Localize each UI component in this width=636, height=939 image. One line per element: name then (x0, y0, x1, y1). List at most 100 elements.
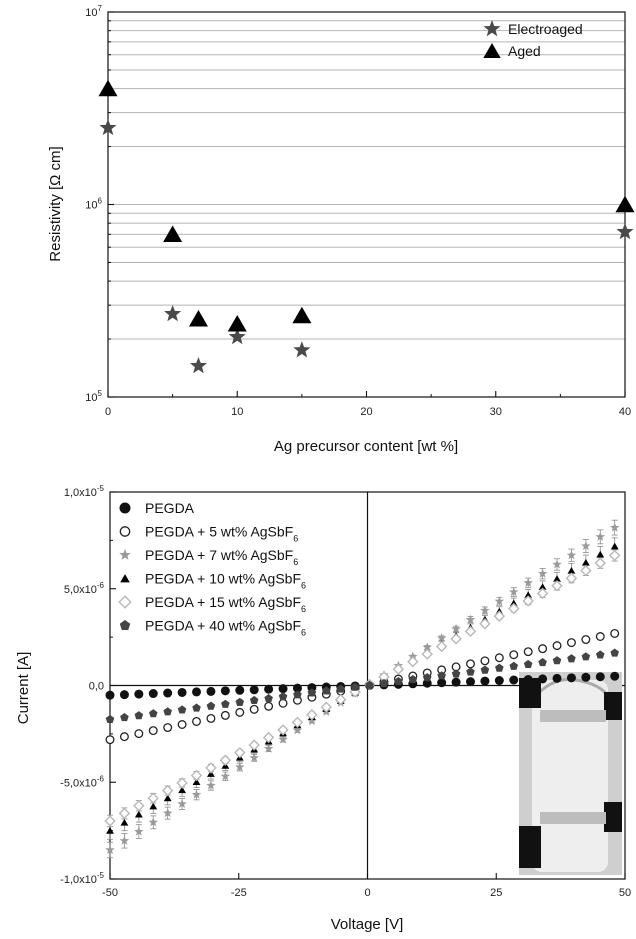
iv-point (610, 648, 619, 657)
iv-point (119, 732, 129, 742)
iv-point (552, 641, 562, 651)
iv-point (480, 676, 490, 686)
iv-point (176, 777, 188, 789)
iv-point (437, 671, 446, 680)
iv-point (480, 605, 490, 615)
iv-point (596, 650, 605, 659)
iv-point (105, 735, 115, 745)
bottom-x-ticks: -50 -25 0 25 50 (102, 873, 631, 899)
inset-electrode-top-right (604, 692, 622, 720)
bottom-y-axis-label: Current [A] (15, 652, 32, 725)
iv-point (508, 602, 520, 615)
aged-point (188, 309, 208, 327)
iv-point (509, 599, 518, 607)
aged-point (98, 79, 118, 97)
iv-point (567, 566, 576, 574)
bottom-x-axis-label: Voltage [V] (331, 916, 404, 933)
top-x-tick-label: 40 (619, 406, 631, 418)
iv-point (595, 531, 606, 541)
iv-point (134, 729, 144, 739)
iv-point (206, 701, 216, 710)
iv-point (149, 802, 158, 810)
top-markers (98, 79, 635, 374)
iv-point (220, 771, 231, 781)
iv-point (206, 686, 216, 696)
iv-point (581, 672, 591, 682)
iv-point (177, 798, 187, 808)
top-legend-marker (483, 20, 501, 37)
iv-point (479, 618, 491, 630)
iv-point (148, 726, 158, 736)
iv-point (480, 656, 490, 666)
iv-point (263, 743, 274, 753)
iv-point (466, 677, 475, 687)
iv-point (451, 677, 461, 687)
iv-point (392, 663, 405, 675)
iv-point (596, 550, 605, 558)
bottom-legend-label: PEGDA + 15 wt% AgSbF6 (145, 594, 306, 614)
inset-photo-film-edge (530, 677, 610, 701)
electroaged-point (293, 341, 311, 358)
iv-point (219, 754, 232, 766)
iv-point (566, 638, 576, 648)
iv-point (538, 657, 547, 667)
iv-point (163, 794, 172, 802)
top-x-tick-label: 30 (490, 406, 502, 418)
bottom-legend: PEGDA PEGDA + 5 wt% AgSbF6 PEGDA + 7 wt% A… (118, 500, 306, 638)
bottom-y-tick-label: 1,0x10-5 (64, 484, 105, 499)
iv-point (277, 724, 289, 736)
iv-point (148, 689, 158, 699)
iv-point (148, 709, 158, 718)
iv-point (450, 633, 462, 645)
iv-point (552, 673, 562, 683)
iv-point (206, 713, 216, 723)
iv-point (322, 686, 331, 695)
iv-point (421, 648, 433, 660)
iv-point (581, 652, 591, 661)
iv-point (610, 671, 620, 681)
sample-photo-inset (519, 672, 622, 875)
inset-electrode-bottom-right (604, 802, 622, 832)
electroaged-point (616, 222, 634, 240)
iv-point (148, 817, 159, 827)
iv-point (119, 835, 130, 845)
electroaged-point (228, 327, 246, 345)
iv-point (134, 810, 143, 818)
inset-strip-bottom (540, 812, 606, 824)
resistivity-chart: 105 106 107 0 10 20 30 40 Electroaged Aged Ag p… (47, 4, 635, 455)
iv-point (494, 676, 504, 686)
bottom-y-tick-label: 0,0 (89, 681, 104, 693)
electroaged-point (164, 304, 182, 322)
iv-point (163, 707, 172, 716)
iv-point (235, 697, 245, 706)
iv-point (552, 559, 562, 569)
iv-point (162, 808, 173, 818)
bottom-legend-label: PEGDA (145, 500, 195, 516)
iv-point (235, 762, 245, 772)
iv-point (177, 720, 187, 729)
iv-point (235, 685, 245, 695)
electroaged-point (99, 118, 117, 136)
top-legend-label: Electroaged (508, 21, 583, 37)
iv-point (435, 640, 448, 653)
iv-point (205, 762, 217, 774)
top-x-ticks: 0 10 20 30 40 (105, 391, 631, 418)
iv-point (336, 684, 345, 693)
iv-point (177, 687, 187, 697)
iv-point (192, 703, 201, 712)
iv-point (206, 780, 216, 790)
iv-point (495, 663, 504, 672)
iv-point (610, 542, 619, 550)
iv-point (538, 644, 548, 654)
iv-point (192, 778, 201, 786)
bottom-legend-marker (118, 595, 132, 609)
iv-point (537, 568, 548, 578)
iv-point (581, 541, 591, 551)
iv-point (493, 610, 506, 622)
iv-point (118, 807, 131, 820)
iv-point (553, 575, 561, 582)
iv-point (408, 675, 418, 684)
iv-point (104, 815, 116, 827)
iv-point (234, 746, 246, 759)
